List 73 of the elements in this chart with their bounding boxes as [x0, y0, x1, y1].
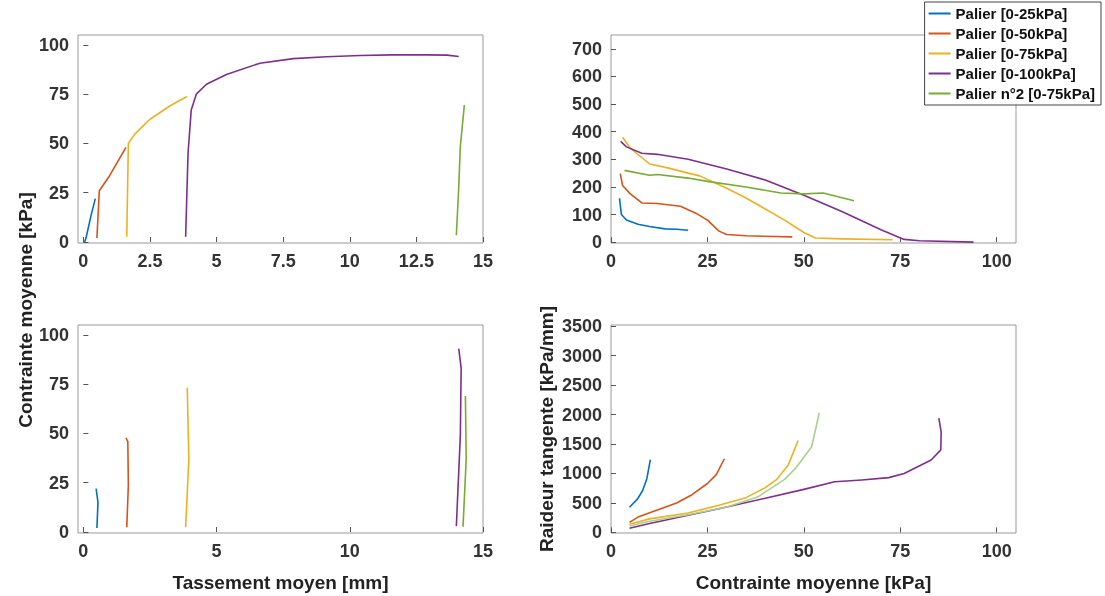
- x-tick-label: 5: [211, 541, 222, 561]
- y-tick-label: 0: [591, 522, 602, 543]
- y-tick-label: 2000: [561, 404, 602, 425]
- x-tick-label: 25: [697, 251, 718, 271]
- y-tick-label: 25: [48, 182, 69, 203]
- line-series: [619, 140, 975, 243]
- x-tick-label: 0: [78, 251, 89, 271]
- x-tick-label: 0: [605, 541, 617, 561]
- line-series: [628, 458, 652, 509]
- x-tick-label: 100: [981, 541, 1012, 561]
- y-tick-label: 3500: [561, 316, 602, 337]
- legend-label: Palier [0-75kPa]: [955, 45, 1068, 62]
- line-series: [96, 146, 127, 239]
- x-tick-label: 50: [793, 541, 814, 561]
- x-axis-title: Tassement moyen [mm]: [172, 572, 389, 593]
- y-tick-label: 100: [38, 34, 69, 55]
- legend-label: Palier [0-50kPa]: [955, 25, 1068, 42]
- y-tick-label: 500: [571, 492, 602, 513]
- y-tick-label: 200: [571, 176, 602, 197]
- y-tick-label: 700: [571, 38, 602, 59]
- x-tick-label: 5: [211, 251, 222, 271]
- y-tick-label: 2500: [561, 375, 602, 396]
- y-axis-title: Raideur tangente [kPa/mm]: [536, 306, 557, 552]
- line-series: [621, 136, 894, 241]
- line-series: [628, 417, 942, 530]
- x-tick-label: 75: [890, 251, 911, 271]
- line-series: [628, 439, 799, 525]
- x-tick-label: 0: [78, 541, 89, 561]
- line-series: [628, 457, 726, 524]
- line-series: [83, 197, 97, 243]
- y-tick-label: 0: [58, 522, 69, 543]
- y-tick-label: 0: [58, 232, 69, 253]
- legend-label: Palier [0-25kPa]: [955, 5, 1068, 22]
- y-tick-label: 600: [571, 66, 602, 87]
- y-axis-title: Contrainte moyenne [kPa]: [14, 192, 36, 428]
- y-tick-label: 400: [571, 121, 602, 142]
- y-tick-label: 1000: [561, 463, 602, 484]
- x-tick-label: 100: [981, 251, 1012, 271]
- y-tick-label: 0: [591, 232, 602, 253]
- legend-label: Palier n°2 [0-75kPa]: [955, 85, 1095, 102]
- x-tick-label: 15: [472, 251, 494, 271]
- x-tick-label: 2.5: [137, 251, 163, 271]
- x-tick-label: 75: [890, 541, 911, 561]
- x-tick-label: 10: [339, 251, 360, 271]
- line-series: [618, 197, 689, 232]
- x-tick-label: 15: [472, 541, 494, 561]
- x-tick-label: 10: [339, 541, 360, 561]
- line-series: [184, 54, 460, 238]
- line-series: [125, 95, 188, 238]
- line-series: [619, 172, 794, 238]
- y-tick-label: 500: [571, 94, 602, 115]
- x-tick-label: 25: [697, 541, 718, 561]
- y-tick-label: 25: [48, 472, 69, 493]
- y-tick-label: 75: [48, 374, 69, 395]
- x-tick-label: 50: [793, 251, 814, 271]
- y-tick-label: 100: [38, 324, 69, 345]
- line-series: [623, 169, 855, 202]
- y-tick-label: 75: [48, 84, 69, 105]
- y-tick-label: 50: [48, 133, 69, 154]
- line-series: [125, 436, 130, 529]
- legend-label: Palier [0-100kPa]: [955, 65, 1076, 82]
- y-tick-label: 50: [48, 423, 69, 444]
- line-series: [455, 347, 462, 527]
- x-axis-title: Contrainte moyenne [kPa]: [695, 572, 932, 593]
- x-tick-label: 7.5: [270, 251, 296, 271]
- x-tick-label: 0: [605, 251, 617, 271]
- y-tick-label: 1500: [561, 434, 602, 455]
- y-tick-label: 300: [571, 149, 602, 170]
- x-tick-label: 12.5: [398, 251, 434, 271]
- y-tick-label: 100: [571, 204, 602, 225]
- y-tick-label: 3000: [561, 345, 602, 366]
- line-series: [628, 412, 821, 527]
- line-series: [455, 104, 466, 237]
